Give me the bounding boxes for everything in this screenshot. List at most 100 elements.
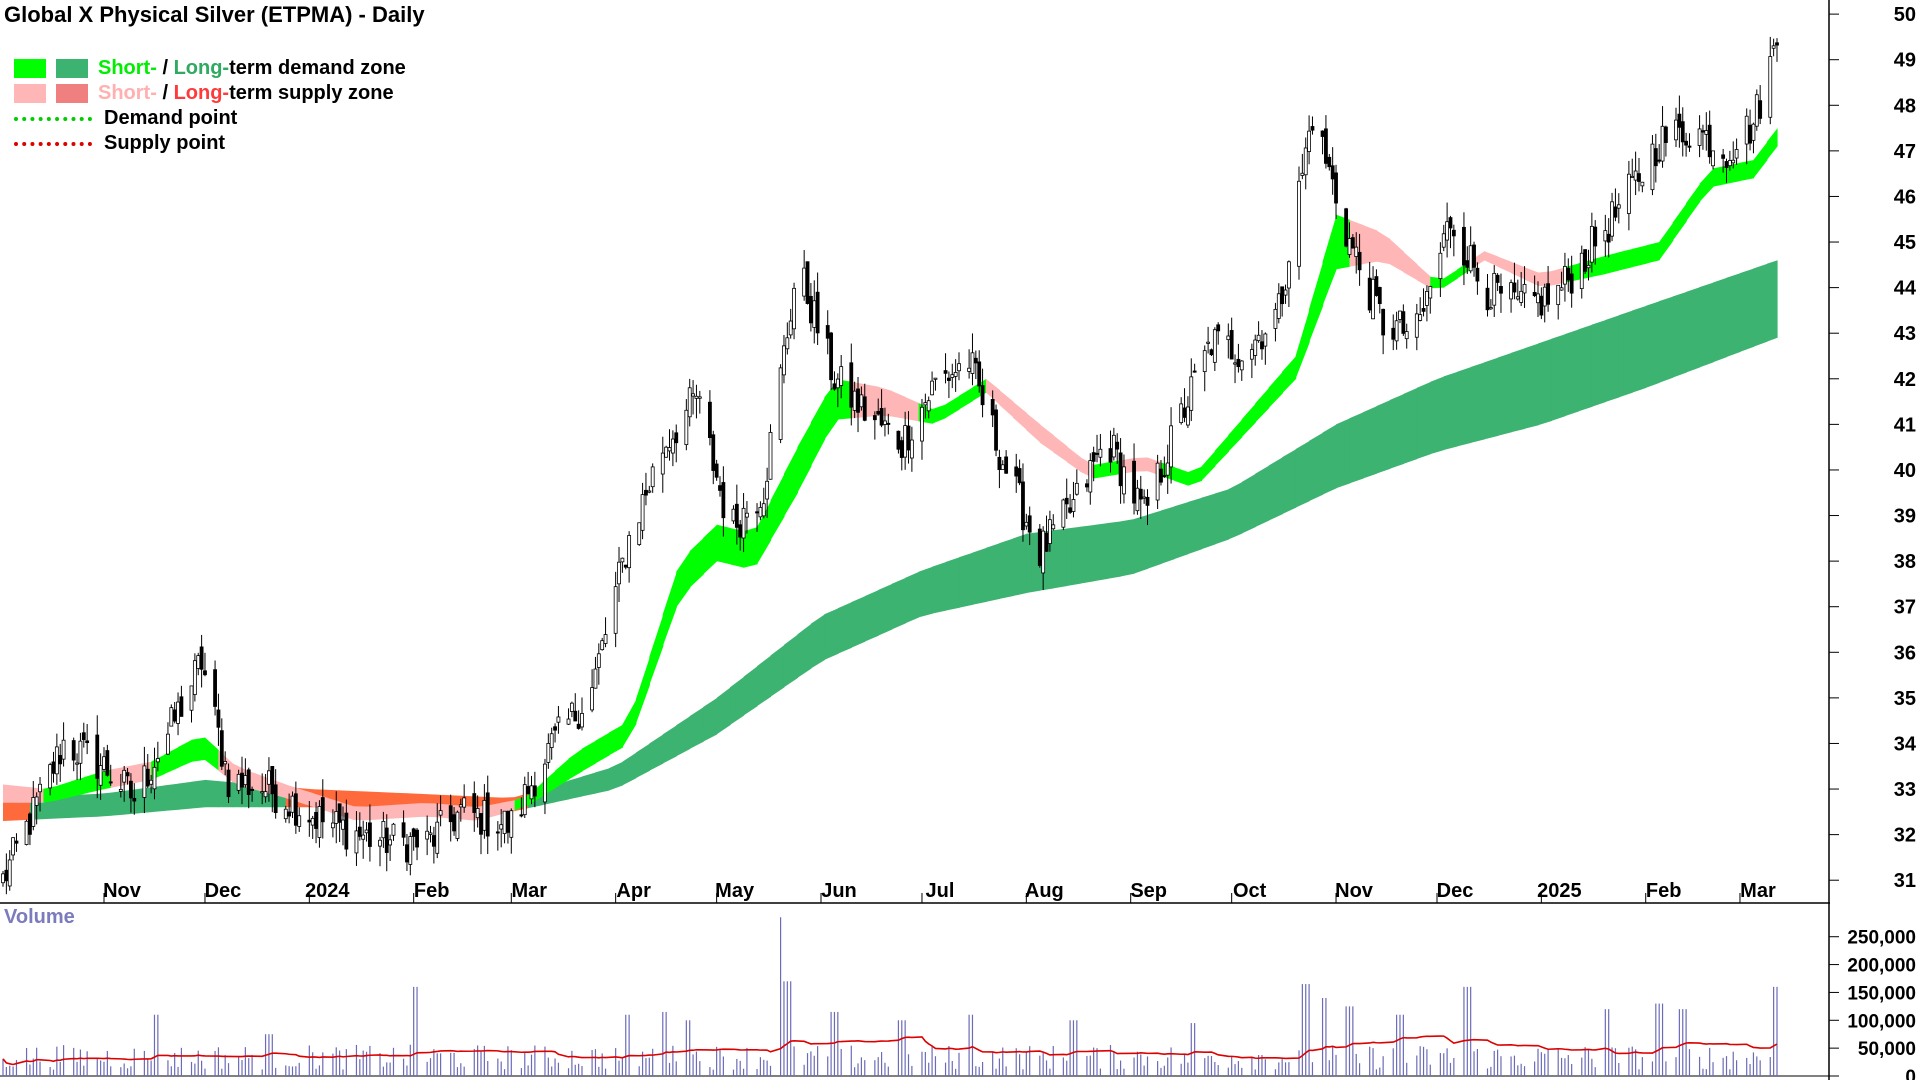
candle-body bbox=[778, 367, 783, 440]
short-term-zone-segment bbox=[1497, 256, 1512, 274]
long-term-zone-segment bbox=[353, 790, 368, 808]
candle-body bbox=[859, 394, 864, 408]
candle-body bbox=[1091, 452, 1096, 462]
long-term-zone-segment bbox=[959, 552, 974, 608]
candle-body bbox=[7, 859, 12, 887]
short-term-zone-segment bbox=[783, 447, 799, 517]
short-term-zone-segment bbox=[1389, 239, 1404, 273]
candle-body bbox=[75, 762, 79, 765]
candle-body bbox=[835, 378, 840, 389]
candle-body bbox=[933, 377, 938, 380]
candle-body bbox=[522, 784, 527, 816]
candle-body bbox=[378, 839, 382, 847]
candle-body bbox=[1758, 100, 1763, 119]
candle-body bbox=[1263, 333, 1268, 347]
candle-body bbox=[246, 769, 251, 795]
legend-demand-point-label: Demand point bbox=[104, 107, 238, 129]
candle-body bbox=[812, 300, 817, 328]
y-tick-label: 48 bbox=[1894, 95, 1916, 117]
long-term-zone-segment bbox=[649, 734, 664, 771]
x-tick-label: Aug bbox=[1025, 880, 1064, 902]
short-term-zone-segment bbox=[595, 732, 610, 764]
candle-body bbox=[600, 640, 605, 651]
candle-body bbox=[1727, 160, 1732, 167]
candle-body bbox=[1721, 154, 1726, 159]
candle-body bbox=[994, 409, 998, 451]
candle-body bbox=[1307, 130, 1311, 152]
candle-body bbox=[526, 786, 531, 795]
candle-body bbox=[1132, 460, 1136, 504]
y-tick-label: 47 bbox=[1894, 141, 1916, 163]
candle-body bbox=[142, 765, 147, 798]
candle-body bbox=[176, 701, 180, 724]
candle-body bbox=[620, 557, 625, 563]
candle-body bbox=[1179, 403, 1184, 424]
candle-body bbox=[78, 740, 83, 764]
candle-body bbox=[192, 660, 197, 695]
candle-body bbox=[1159, 468, 1163, 483]
candle-body bbox=[792, 287, 796, 330]
candle-body bbox=[829, 332, 833, 381]
short-term-zone-segment bbox=[1241, 403, 1256, 438]
candle-body bbox=[647, 490, 652, 493]
long-term-zone-segment bbox=[851, 596, 866, 648]
candle-body bbox=[1041, 530, 1046, 574]
candle-body bbox=[1074, 482, 1079, 495]
candle-body bbox=[980, 385, 985, 406]
candle-body bbox=[1381, 308, 1386, 336]
candle-body bbox=[1324, 128, 1328, 164]
long-term-zone-segment bbox=[1470, 362, 1485, 443]
long-term-zone-segment bbox=[1147, 510, 1162, 569]
candle-body bbox=[973, 357, 978, 364]
demand-point-swatch bbox=[14, 116, 92, 121]
candle-body bbox=[825, 325, 830, 339]
candle-body bbox=[1145, 496, 1150, 506]
x-tick-label: Apr bbox=[616, 880, 651, 902]
candle-body bbox=[684, 409, 689, 446]
legend-demand-short: Short- bbox=[98, 57, 157, 79]
candle-body bbox=[1687, 145, 1692, 148]
candle-body bbox=[569, 702, 574, 712]
long-term-zone-segment bbox=[797, 623, 812, 678]
candle-body bbox=[1064, 497, 1069, 505]
short-term-zone-segment bbox=[1362, 225, 1378, 265]
candle-body bbox=[1260, 341, 1264, 350]
candle-body bbox=[11, 837, 15, 856]
long-term-zone-segment bbox=[1160, 506, 1176, 564]
long-term-zone-segment bbox=[999, 538, 1014, 599]
candle-body bbox=[368, 822, 372, 847]
candle-body bbox=[509, 810, 514, 838]
y-tick-label: 31 bbox=[1894, 870, 1916, 892]
short-term-zone-segment bbox=[649, 614, 664, 686]
candle-body bbox=[1283, 289, 1288, 296]
candle-body bbox=[344, 812, 349, 850]
candle-body bbox=[1613, 206, 1618, 218]
long-term-zone-segment bbox=[555, 780, 570, 803]
candle-body bbox=[644, 489, 648, 496]
candle-body bbox=[1374, 276, 1379, 296]
y-tick-label: 36 bbox=[1894, 642, 1916, 664]
candle-body bbox=[1327, 156, 1332, 168]
long-term-zone-segment bbox=[810, 614, 825, 669]
candle-body bbox=[1445, 221, 1450, 241]
short-term-zone-segment bbox=[999, 390, 1014, 418]
candle-body bbox=[1233, 362, 1237, 365]
long-term-zone-segment bbox=[1645, 301, 1660, 388]
short-term-zone-segment bbox=[204, 737, 220, 771]
volume-y-tick-label: 50,000 bbox=[1858, 1039, 1916, 1060]
short-term-zone-segment bbox=[945, 395, 960, 418]
candle-body bbox=[14, 840, 19, 844]
candle-body bbox=[1637, 173, 1641, 182]
short-term-zone-segment bbox=[689, 537, 704, 588]
candle-body bbox=[1465, 260, 1470, 268]
long-term-zone-segment bbox=[1632, 305, 1647, 393]
candle-body bbox=[519, 814, 524, 817]
candle-body bbox=[1768, 56, 1773, 118]
candle-body bbox=[943, 370, 948, 374]
candle-body bbox=[886, 422, 891, 425]
candle-body bbox=[627, 535, 632, 569]
x-tick-label: May bbox=[715, 880, 755, 902]
long-term-zone-segment bbox=[1376, 400, 1391, 474]
long-supply-swatch bbox=[56, 84, 88, 103]
candle-body bbox=[1556, 284, 1561, 305]
